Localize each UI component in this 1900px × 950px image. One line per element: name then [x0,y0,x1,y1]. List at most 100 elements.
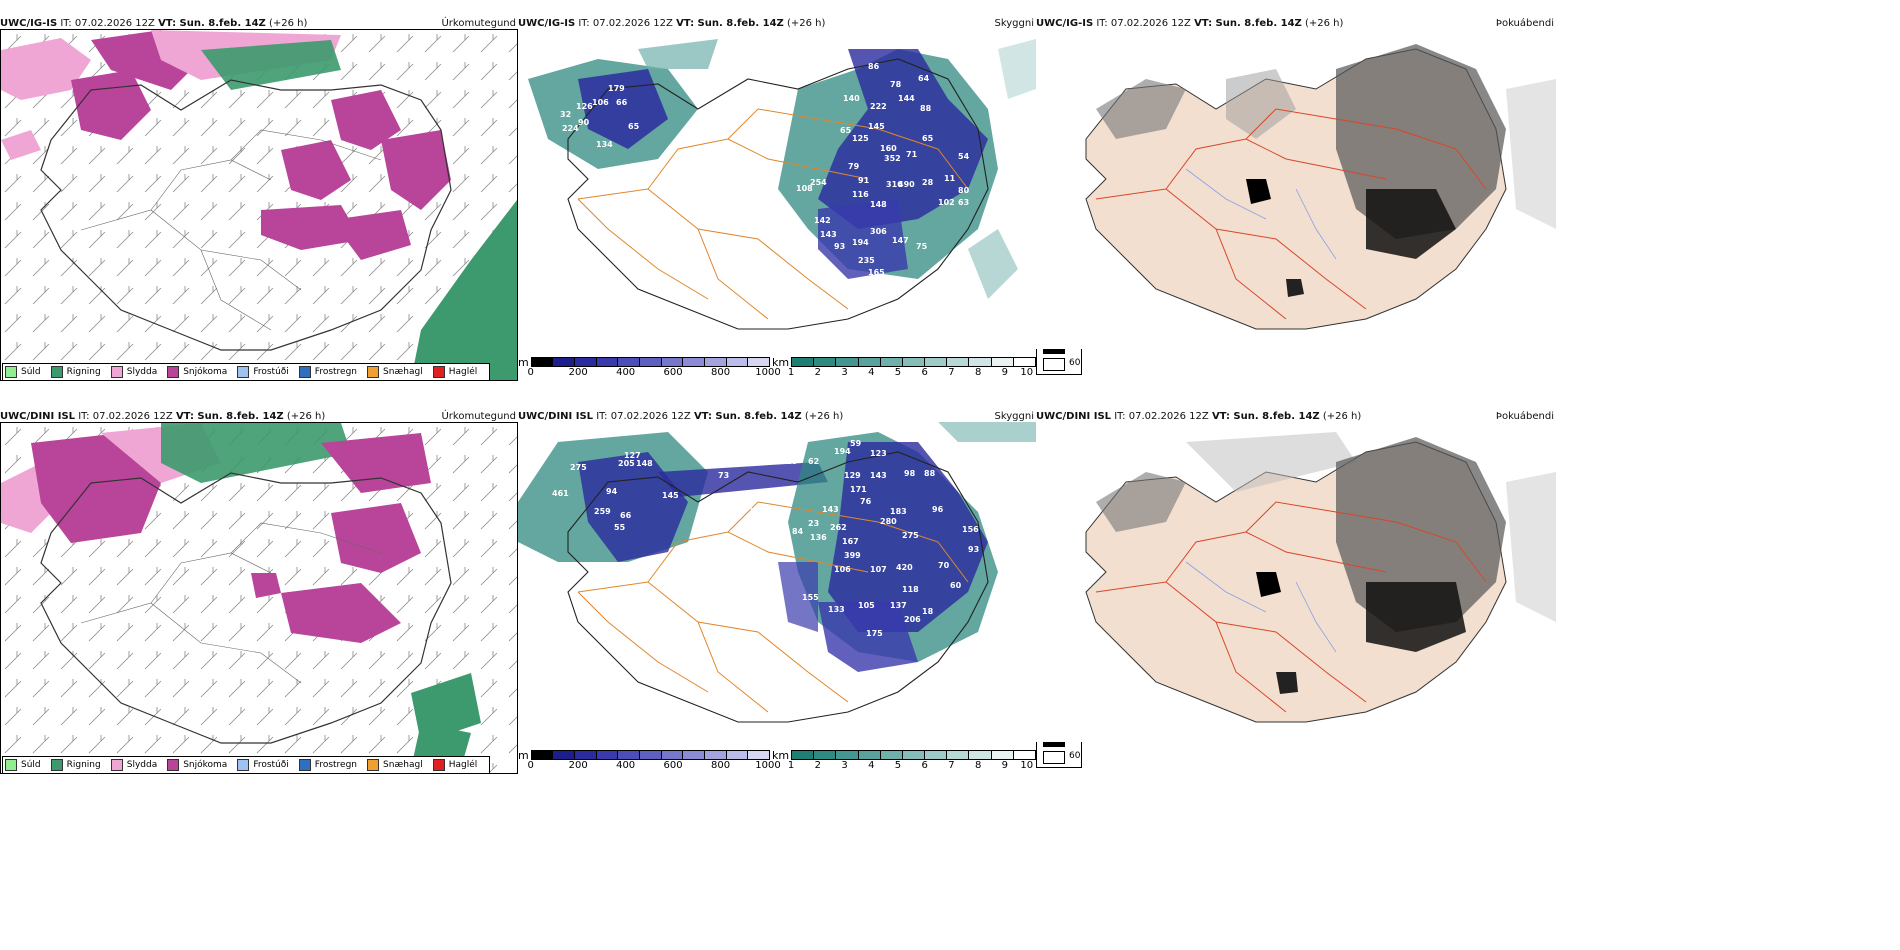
precip-type-legend: Súld Rigning Slydda Snjókoma Frostúði Fr… [2,756,491,774]
legend-item-sleet: Slydda [110,366,157,378]
svg-text:316: 316 [886,180,903,189]
roads [80,129,382,331]
svg-text:105: 105 [858,601,875,610]
model-name: UWC/IG-IS [518,18,576,29]
svg-text:18: 18 [922,607,934,616]
panel-header: UWC/DINI ISL IT: 07.02.2026 12Z VT: Sun.… [518,410,1036,424]
svg-text:275: 275 [902,531,919,540]
svg-text:194: 194 [852,238,869,247]
svg-text:84: 84 [792,527,804,536]
svg-text:93: 93 [968,545,979,554]
svg-text:213: 213 [774,232,791,241]
precip-type-panel-top: UWC/IG-IS IT: 07.02.2026 12Z VT: Sun. 8.… [0,15,518,381]
field-name: Þokuábendi [1495,411,1554,422]
legend-item-snow: Snjókoma [167,759,227,771]
svg-text:134: 134 [596,140,613,149]
height-colorbar-segment [575,358,597,366]
visibility-map[interactable]: 86 78 64 179 106 66 140 222 144 88 32 12… [518,29,1036,349]
visibility-colorbar-ticks: 1 2 3 4 5 6 7 8 9 10 [787,760,1034,771]
svg-text:90: 90 [578,118,590,127]
legend-item-sleet: Slydda [110,759,157,771]
svg-text:262: 262 [830,523,847,532]
visibility-colorbar-segment [858,358,881,366]
svg-text:254: 254 [810,178,827,187]
height-colorbar-segment [661,751,684,759]
visibility-colorbar-segment [969,358,992,366]
lead-time: (+26 h) [804,411,844,422]
svg-text:137: 137 [890,601,907,610]
fog-panel-bottom: 0 60 UWC/DINI ISL IT: 07.02.2026 12Z VT:… [1036,408,1900,774]
panel-header: UWC/DINI ISL IT: 07.02.2026 12Z VT: Sun.… [0,410,518,424]
visibility-colorbar-ticks: 1 2 3 4 5 6 7 8 9 10 [787,367,1034,378]
legend-item-freezing-drizzle: Frostúði [237,366,289,378]
visibility-colorbar-segment [925,751,948,759]
svg-text:222: 222 [870,102,887,111]
svg-text:102: 102 [938,198,955,207]
precip-type-legend: Súld Rigning Slydda Snjókoma Frostúði Fr… [2,363,491,381]
svg-text:420: 420 [896,563,913,572]
svg-text:194: 194 [834,447,851,456]
height-colorbar-segment [704,358,727,366]
field-name: Skyggni [994,18,1034,29]
iceland-outline [567,451,989,723]
svg-text:133: 133 [780,222,797,231]
panel-header: UWC/DINI ISL IT: 07.02.2026 12Z VT: Sun.… [1036,410,1556,424]
height-colorbar-segment [683,751,705,759]
field-name: Úrkomutegund [441,18,516,29]
svg-text:490: 490 [898,180,915,189]
precip-type-map[interactable] [0,422,518,774]
svg-text:107: 107 [870,565,887,574]
svg-text:136: 136 [810,533,827,542]
height-colorbar-segment [748,358,769,366]
field-name: Skyggni [994,411,1034,422]
svg-text:80: 80 [958,186,970,195]
svg-text:28: 28 [922,178,934,187]
height-colorbar-segment [575,751,597,759]
init-time: IT: 07.02.2026 12Z [1114,411,1209,422]
svg-text:88: 88 [924,469,936,478]
height-colorbar-segment [618,358,640,366]
visibility-map[interactable]: 59 123 194 143 98 88 127 205 148 73 20 6… [518,422,1036,742]
svg-text:144: 144 [898,94,915,103]
visibility-colorbar: km 1 2 3 4 5 6 7 8 9 10 [772,357,1036,378]
svg-text:64: 64 [918,74,930,83]
fog-shading [1096,44,1556,297]
visibility-colorbar-segment [814,358,837,366]
valid-time: VT: Sun. 8.feb. 14Z [158,18,266,29]
svg-text:171: 171 [850,485,867,494]
model-name: UWC/IG-IS [1036,18,1094,29]
visibility-colorbar-segment [836,358,859,366]
height-colorbar-segment [531,751,554,759]
height-colorbar-segment [596,358,619,366]
init-time: IT: 07.02.2026 12Z [78,411,173,422]
fog-panel-top: 0 60 UWC/IG-IS IT: 07.02.2026 12Z VT: Su… [1036,15,1900,381]
legend-item-hail: Haglél [432,759,477,771]
svg-text:88: 88 [920,104,932,113]
svg-text:11: 11 [944,174,956,183]
visibility-colorbar-segment [1013,751,1035,759]
visibility-panel-bottom: UWC/DINI ISL IT: 07.02.2026 12Z VT: Sun.… [518,408,1036,774]
lead-time: (+26 h) [786,18,826,29]
height-colorbar-segment [661,358,684,366]
precip-type-map[interactable] [0,29,518,381]
svg-text:65: 65 [628,122,640,131]
svg-text:461: 461 [552,489,569,498]
svg-text:142: 142 [814,216,831,225]
roads [577,501,969,713]
legend-item-snow-pellets: Snæhagl [367,759,423,771]
init-time: IT: 07.02.2026 12Z [1096,18,1191,29]
svg-text:175: 175 [866,629,883,638]
svg-text:133: 133 [828,605,845,614]
visibility-colorbar-segment [925,358,948,366]
svg-text:235: 235 [858,256,875,265]
svg-text:179: 179 [608,84,625,93]
svg-text:236: 236 [750,507,767,516]
visibility-colorbar-segment [880,751,903,759]
svg-text:86: 86 [868,62,880,71]
fog-map[interactable] [1036,29,1556,349]
fog-map[interactable] [1036,422,1556,742]
svg-text:147: 147 [892,236,909,245]
svg-text:71: 71 [906,150,918,159]
svg-text:62: 62 [808,457,819,466]
visibility-areas [518,422,1036,672]
